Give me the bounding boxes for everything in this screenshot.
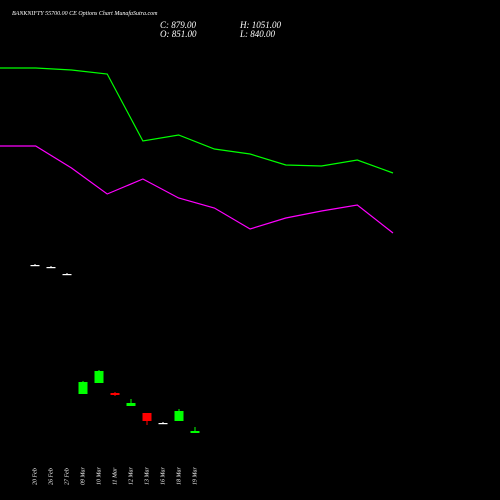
candle-body xyxy=(174,411,184,421)
candle-body xyxy=(30,265,40,267)
indicator-line xyxy=(0,67,394,174)
stat-open: O: 851.00 xyxy=(160,29,197,39)
x-tick-label: 16 Mar xyxy=(160,467,166,485)
candle-body xyxy=(110,393,120,395)
candle-body xyxy=(62,274,72,276)
x-tick-label: 27 Feb xyxy=(64,468,70,485)
x-tick-label: 26 Feb xyxy=(48,468,54,485)
candle-body xyxy=(94,371,104,383)
indicator-line xyxy=(0,145,394,234)
stat-close: C: 879.00 xyxy=(160,20,197,30)
chart-title: BANKNIFTY 55700.00 CE Options Chart Muna… xyxy=(12,10,158,17)
x-tick-label: 19 Mar xyxy=(192,467,198,485)
x-tick-label: 20 Feb xyxy=(32,468,38,485)
candle-body xyxy=(46,267,56,269)
x-tick-label: 09 Mar xyxy=(80,467,86,485)
x-tick-label: 11 Mar xyxy=(112,467,118,485)
x-tick-label: 10 Mar xyxy=(96,467,102,485)
candle-body xyxy=(190,431,200,433)
candle-body xyxy=(126,403,136,406)
candle-body xyxy=(158,423,168,425)
x-tick-label: 13 Mar xyxy=(144,467,150,485)
candle-body xyxy=(78,382,88,394)
x-tick-label: 18 Mar xyxy=(176,467,182,485)
stat-low: L: 840.00 xyxy=(239,29,276,39)
x-tick-label: 12 Mar xyxy=(128,467,134,485)
stat-high: H: 1051.00 xyxy=(239,20,281,30)
candle-body xyxy=(142,413,152,421)
